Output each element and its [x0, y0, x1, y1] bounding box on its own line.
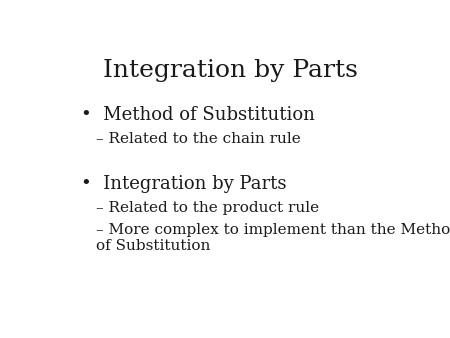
Text: •  Integration by Parts: • Integration by Parts — [81, 175, 286, 193]
Text: •  Method of Substitution: • Method of Substitution — [81, 105, 315, 124]
Text: – Related to the chain rule: – Related to the chain rule — [96, 132, 301, 146]
Text: – More complex to implement than the Method
of Substitution: – More complex to implement than the Met… — [96, 223, 450, 253]
Text: – Related to the product rule: – Related to the product rule — [96, 201, 320, 215]
Text: Integration by Parts: Integration by Parts — [103, 59, 358, 82]
